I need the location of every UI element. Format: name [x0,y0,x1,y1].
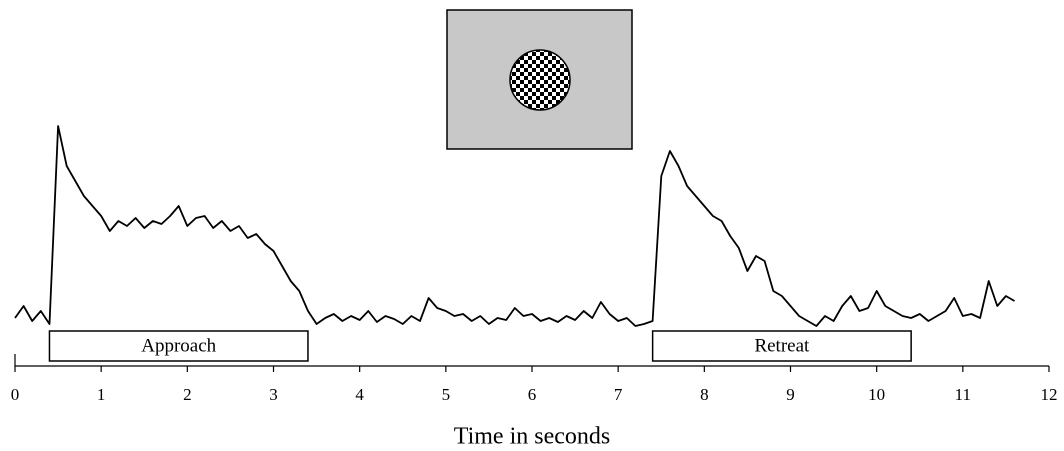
stimulus-inset [446,9,633,150]
x-tick-label: 5 [442,385,451,404]
phase-label: Retreat [754,335,810,356]
x-axis-label: Time in seconds [454,424,610,450]
phase-label: Approach [141,335,216,356]
x-tick-label: 6 [528,385,537,404]
x-tick-label: 8 [700,385,709,404]
phase-bar [48,330,309,362]
x-tick-label: 11 [955,385,971,404]
x-tick-label: 4 [355,385,364,404]
x-tick-label: 12 [1041,385,1058,404]
x-tick-label: 10 [868,385,885,404]
x-tick-label: 7 [614,385,623,404]
phase-bar [651,330,912,362]
x-tick-label: 0 [11,385,20,404]
x-tick-label: 1 [97,385,106,404]
signal-line [14,125,1015,327]
x-tick-label: 2 [183,385,192,404]
x-tick-label: 9 [786,385,795,404]
x-tick-label: 3 [269,385,278,404]
